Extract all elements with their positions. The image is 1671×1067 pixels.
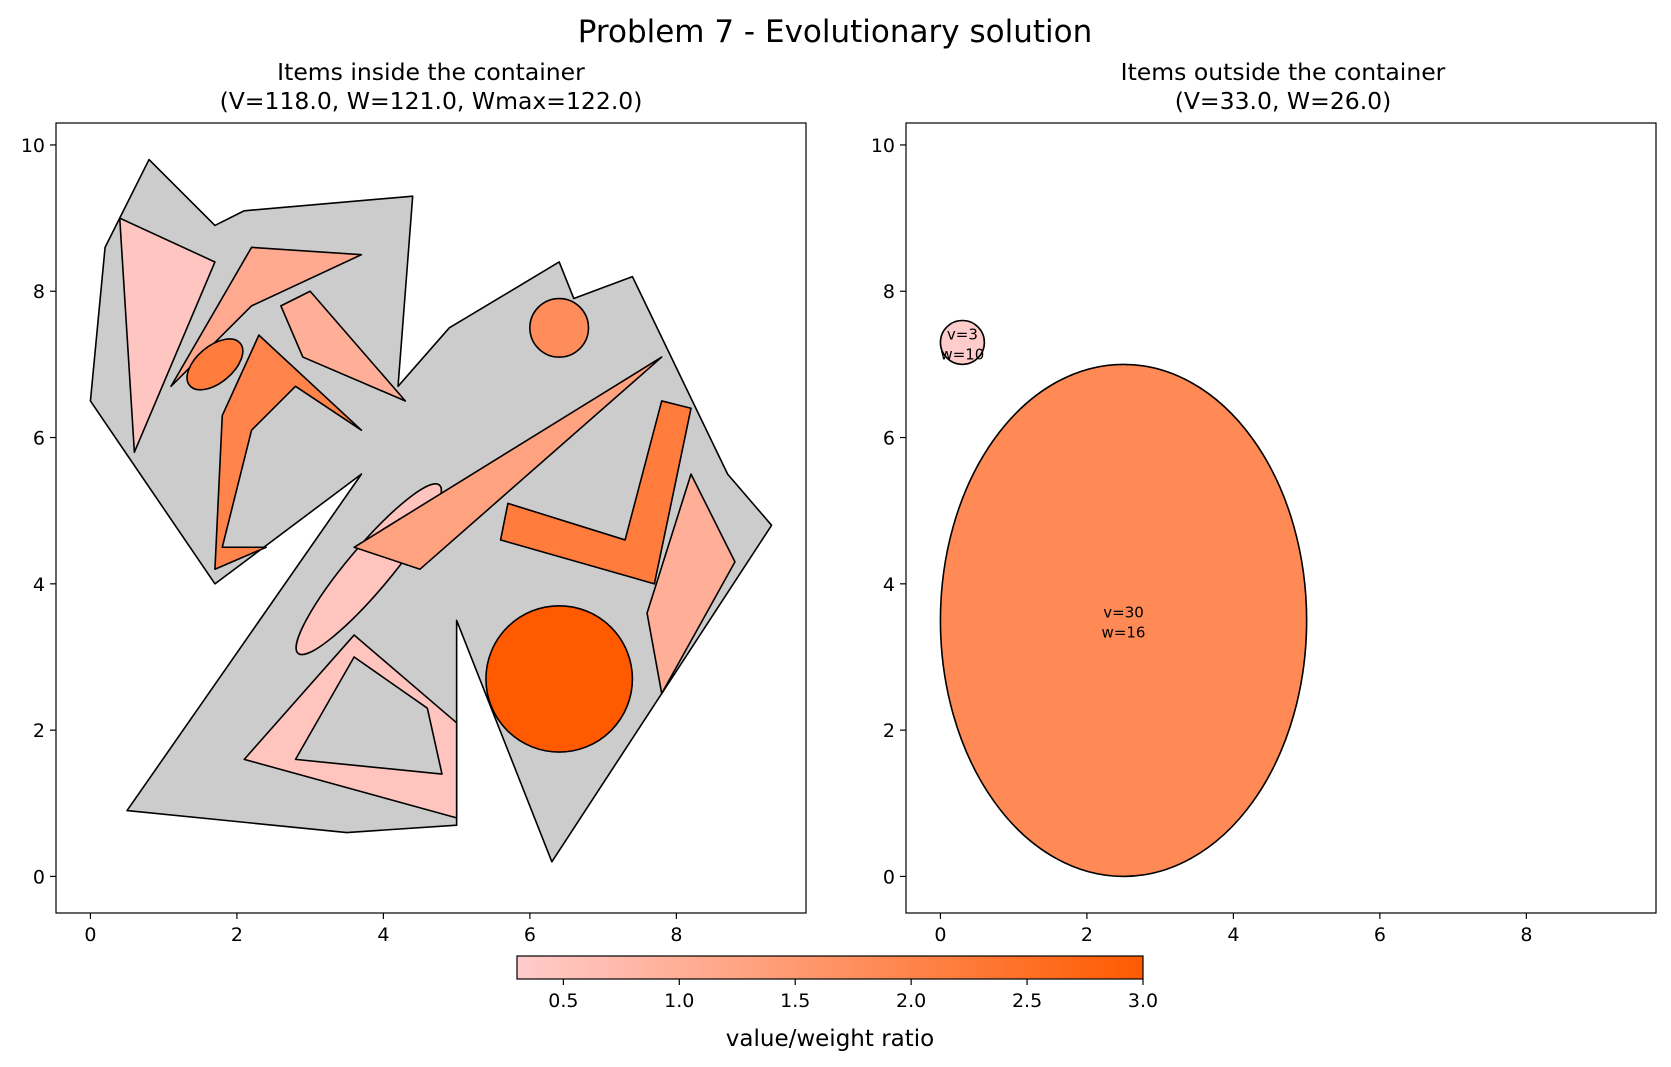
right-x-tick-label: 0 xyxy=(934,924,946,946)
right-item-1-circle xyxy=(939,319,986,366)
right-shapes xyxy=(939,319,1308,878)
right-y-tick-label: 6 xyxy=(883,428,895,450)
left-y-tick-label: 2 xyxy=(33,720,45,742)
colorbar-tick-label: 1.0 xyxy=(664,990,694,1012)
right-y-tick-label: 2 xyxy=(883,720,895,742)
right-item-1-value-label: v=3 xyxy=(947,325,978,343)
colorbar-tick-label: 1.5 xyxy=(780,990,810,1012)
left-y-tick-label: 10 xyxy=(21,135,45,157)
left-item-1-polygon xyxy=(118,217,216,453)
left-x-tick-label: 6 xyxy=(524,924,536,946)
right-x-tick-label: 4 xyxy=(1227,924,1239,946)
right-axes-frame xyxy=(905,122,1657,914)
right-item-2-weight-label: w=16 xyxy=(1102,623,1146,641)
left-title-line2: (V=118.0, W=121.0, Wmax=122.0) xyxy=(220,87,643,115)
colorbar-label: value/weight ratio xyxy=(726,1026,934,1052)
left-y-tick-label: 4 xyxy=(33,574,45,596)
right-panel: v=3 w=10 v=30 w=16 0 2 4 6 8 0 2 4 6 8 10 xyxy=(871,122,1657,946)
left-title-line1: Items inside the container xyxy=(277,58,585,86)
left-item-13-hole xyxy=(294,656,443,775)
right-y-tick-label: 8 xyxy=(883,281,895,303)
colorbar-bar xyxy=(516,955,1144,980)
right-item-1-weight-label: w=10 xyxy=(940,345,984,363)
colorbar-tick-label: 2.5 xyxy=(1012,990,1042,1012)
left-x-tick-label: 2 xyxy=(231,924,243,946)
colorbar-tick-label: 0.5 xyxy=(548,990,578,1012)
left-x-tick-label: 0 xyxy=(84,924,96,946)
left-axes-frame xyxy=(55,122,807,914)
right-y-tick-label: 4 xyxy=(883,574,895,596)
left-item-8-circle xyxy=(529,297,590,358)
colorbar-tick-label: 2.0 xyxy=(896,990,926,1012)
right-item-2-ellipse xyxy=(939,363,1308,878)
left-shapes xyxy=(89,158,773,863)
left-y-tick-label: 8 xyxy=(33,281,45,303)
left-item-9-polygon xyxy=(499,400,692,585)
left-y-tick-label: 6 xyxy=(33,428,45,450)
right-title-line2: (V=33.0, W=26.0) xyxy=(1175,87,1392,115)
left-item-3-polygon xyxy=(280,290,407,402)
right-y-tick-label: 10 xyxy=(871,135,895,157)
left-item-11-circle xyxy=(485,604,634,753)
colorbar: 0.5 1.0 1.5 2.0 2.5 3.0 value/weight ratio xyxy=(516,955,1158,1052)
left-panel: 0 2 4 6 8 0 2 4 6 8 10 xyxy=(21,122,807,946)
right-x-tick-label: 6 xyxy=(1374,924,1386,946)
left-item-2-polygon xyxy=(170,246,363,388)
left-item-5-polygon xyxy=(214,334,363,571)
left-x-tick-label: 4 xyxy=(377,924,389,946)
left-x-tick-label: 8 xyxy=(670,924,682,946)
left-item-4-ellipse xyxy=(186,338,244,391)
left-y-tick-label: 0 xyxy=(33,866,45,888)
right-item-2-value-label: v=30 xyxy=(1103,603,1144,621)
colorbar-ticks: 0.5 1.0 1.5 2.0 2.5 3.0 xyxy=(548,979,1158,1012)
left-item-10-polygon xyxy=(646,473,736,695)
figure-suptitle: Problem 7 - Evolutionary solution xyxy=(578,14,1092,50)
left-item-7-polygon xyxy=(353,356,663,571)
right-title-line1: Items outside the container xyxy=(1121,58,1446,86)
right-x-tick-label: 2 xyxy=(1081,924,1093,946)
right-x-tick-label: 8 xyxy=(1520,924,1532,946)
right-y-tick-label: 0 xyxy=(883,866,895,888)
colorbar-tick-label: 3.0 xyxy=(1128,990,1158,1012)
